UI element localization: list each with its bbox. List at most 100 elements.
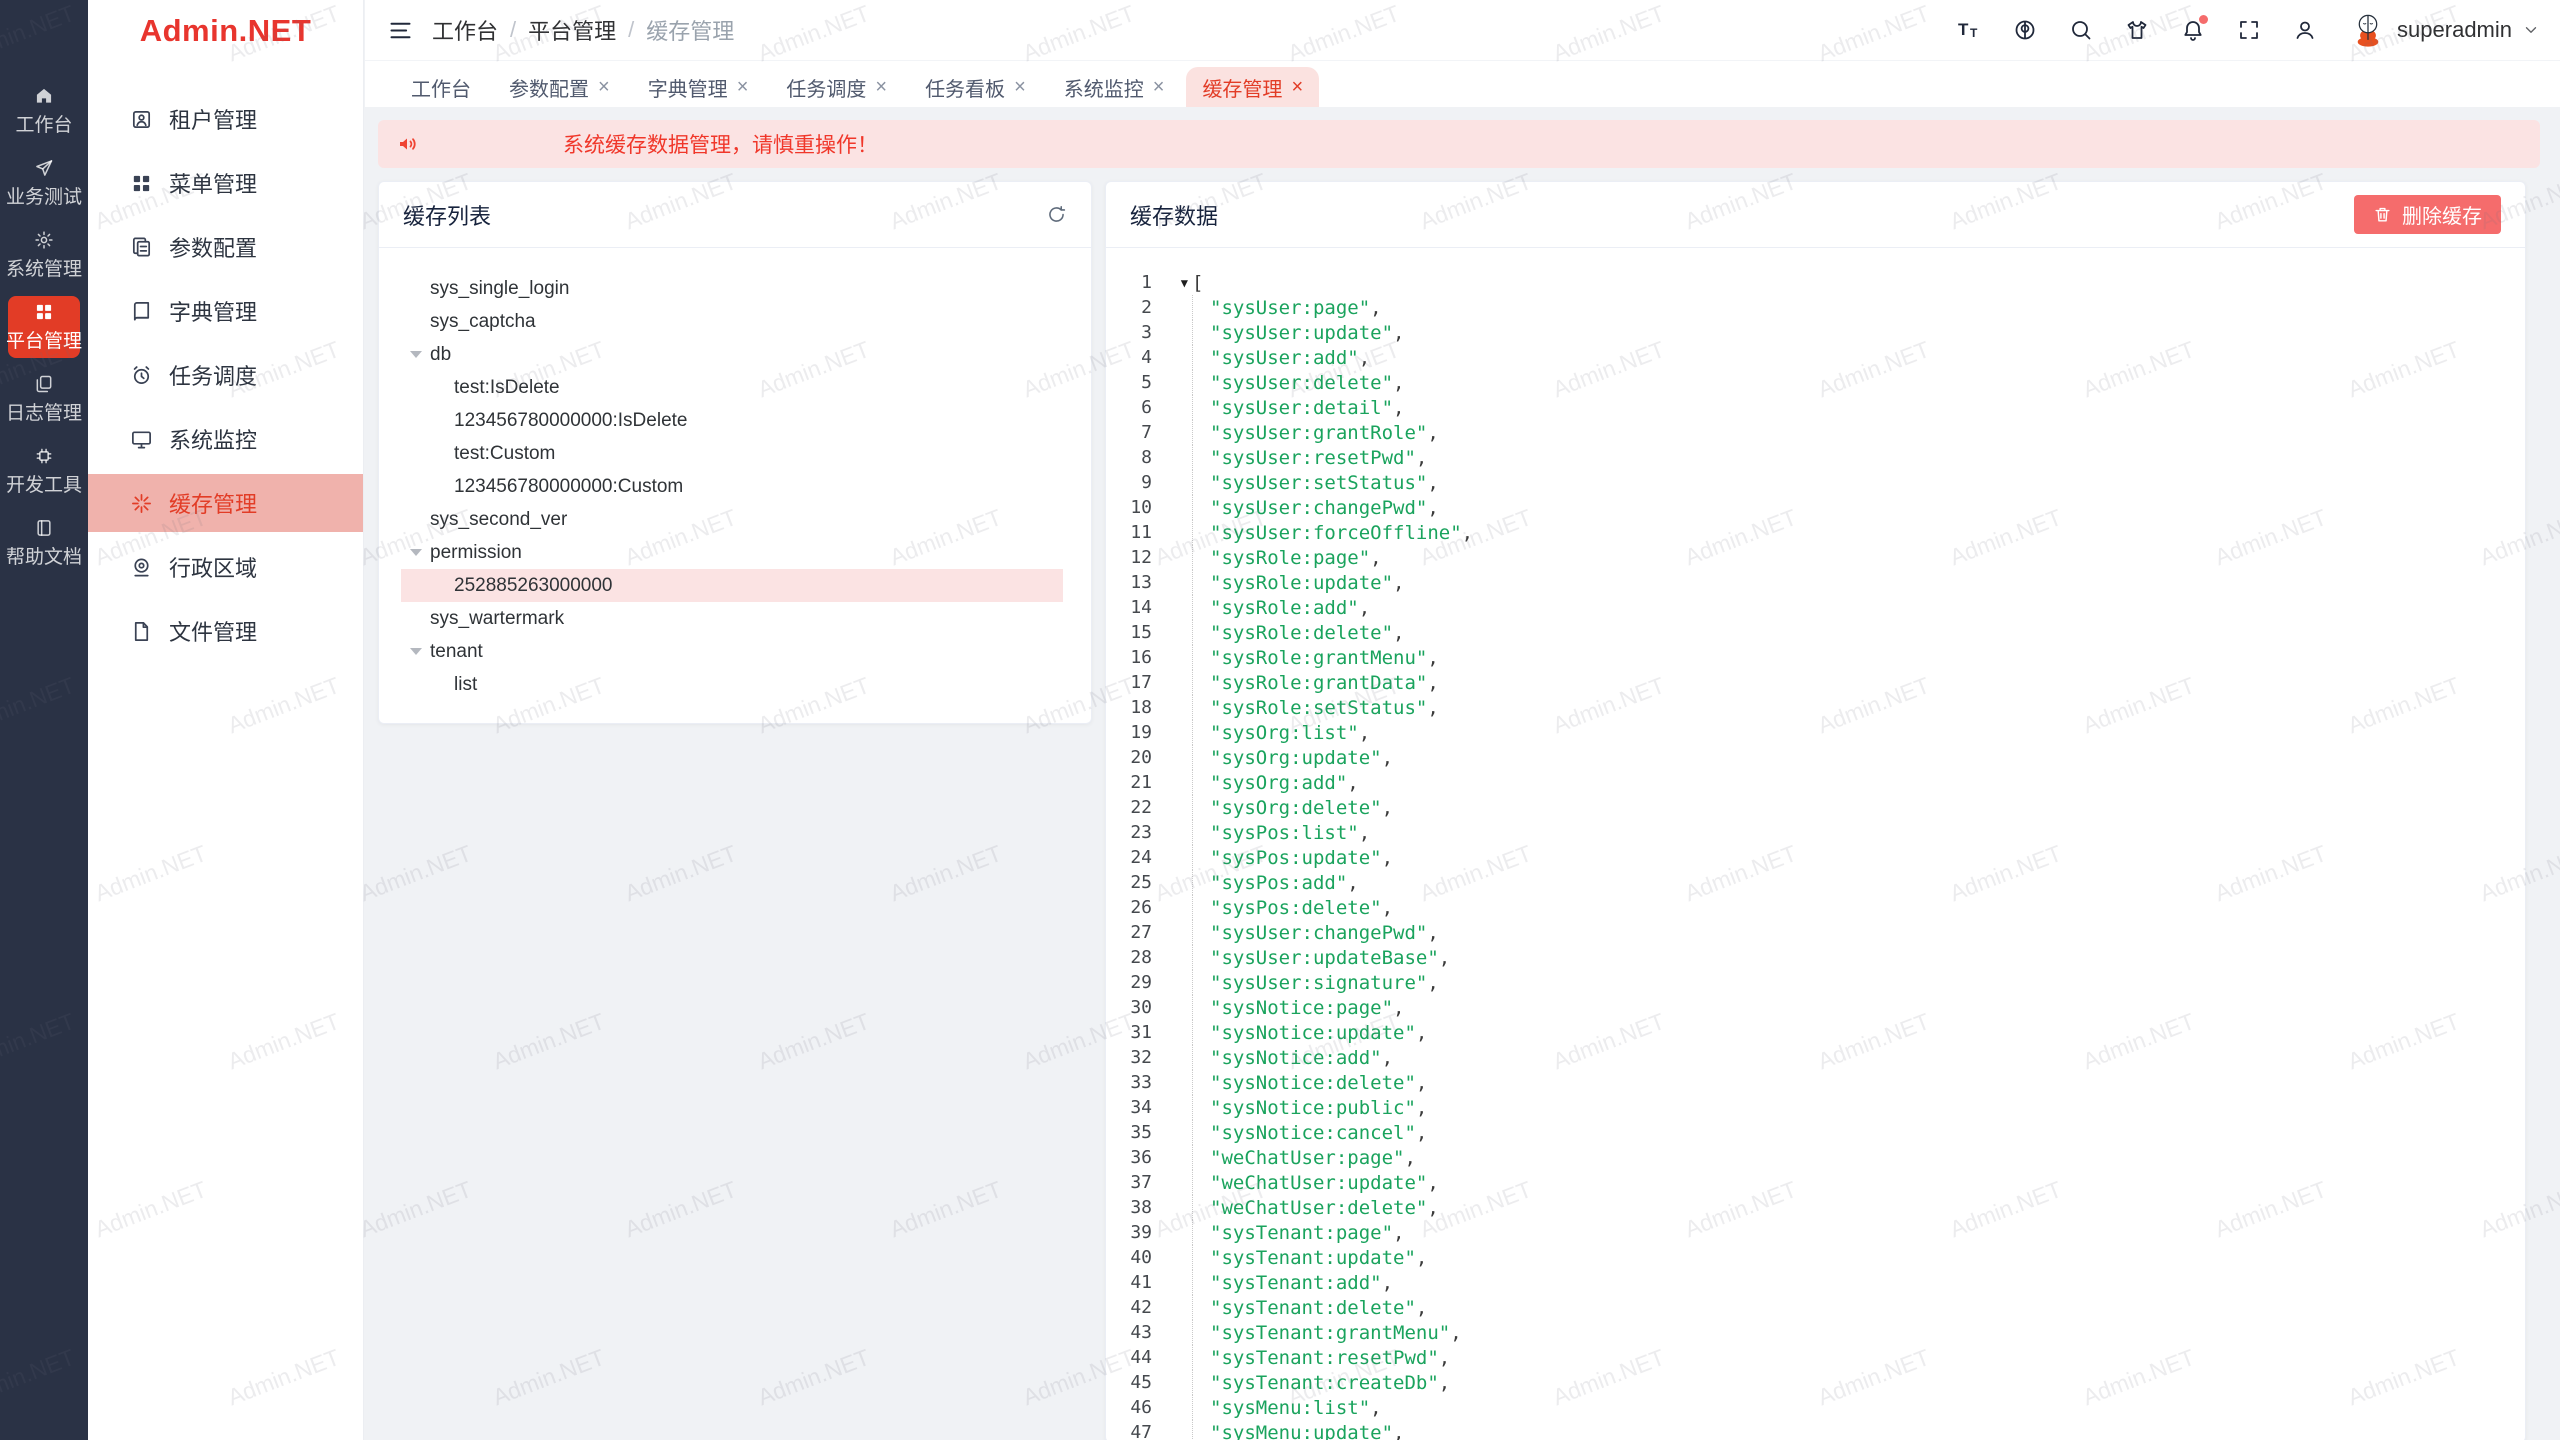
sidebar-item-cache-mgmt[interactable]: 缓存管理 bbox=[88, 474, 363, 532]
tab-cache-mgmt[interactable]: 缓存管理 × bbox=[1186, 67, 1320, 107]
theme-icon[interactable] bbox=[2125, 18, 2149, 42]
sidebar-item-label: 文件管理 bbox=[169, 620, 258, 645]
tree-expand-caret-icon[interactable] bbox=[401, 351, 430, 358]
tab-workbench[interactable]: 工作台 bbox=[395, 67, 487, 107]
line-number: 8 bbox=[1141, 447, 1152, 468]
module-sidebar: Admin.NET 租户管理 菜单管理 参数配置 字典管理 任务调度 系统监控 缓存管理 行政… bbox=[88, 0, 364, 1440]
sidebar-item-system-monitor[interactable]: 系统监控 bbox=[88, 410, 363, 468]
line-number: 26 bbox=[1130, 897, 1152, 918]
home-icon bbox=[34, 86, 54, 106]
close-icon[interactable]: × bbox=[598, 76, 610, 98]
tree-expand-caret-icon[interactable] bbox=[401, 648, 430, 655]
sidebar-item-admin-region[interactable]: 行政区域 bbox=[88, 538, 363, 596]
collapse-menu-icon[interactable] bbox=[387, 17, 414, 44]
chevron-down-icon bbox=[2522, 21, 2540, 39]
gear-icon bbox=[34, 230, 54, 250]
profile-icon[interactable] bbox=[2293, 18, 2317, 42]
tab-task-board[interactable]: 任务看板 × bbox=[909, 67, 1042, 107]
rail-item-workbench[interactable]: 工作台 bbox=[8, 80, 80, 142]
tab-param-config[interactable]: 参数配置 × bbox=[493, 67, 626, 107]
tab-system-monitor[interactable]: 系统监控 × bbox=[1048, 67, 1181, 107]
fullscreen-icon[interactable] bbox=[2237, 18, 2261, 42]
rail-item-log-mgmt[interactable]: 日志管理 bbox=[6, 368, 82, 430]
refresh-icon[interactable] bbox=[1046, 204, 1067, 225]
tree-node[interactable]: 123456780000000:Custom bbox=[401, 470, 1063, 503]
delete-cache-button[interactable]: 删除缓存 bbox=[2354, 195, 2501, 234]
tree-node[interactable]: sys_captcha bbox=[401, 305, 1063, 338]
user-menu[interactable]: superadmin bbox=[2349, 11, 2540, 49]
rail-item-platform-mgmt[interactable]: 平台管理 bbox=[6, 296, 82, 358]
tree-node[interactable]: test:Custom bbox=[401, 437, 1063, 470]
cache-list-title: 缓存列表 bbox=[403, 203, 492, 229]
sidebar-item-param-config[interactable]: 参数配置 bbox=[88, 218, 363, 276]
tree-node[interactable]: sys_second_ver bbox=[401, 503, 1063, 536]
sidebar-item-task-schedule[interactable]: 任务调度 bbox=[88, 346, 363, 404]
tree-node[interactable]: tenant bbox=[401, 635, 1063, 668]
sidebar-item-label: 任务调度 bbox=[169, 364, 258, 389]
user-name: superadmin bbox=[2397, 17, 2512, 42]
tree-node[interactable]: permission bbox=[401, 536, 1063, 569]
config-icon bbox=[130, 236, 153, 259]
close-icon[interactable]: × bbox=[736, 76, 749, 98]
code-line: 31 "sysNotice:update", bbox=[1106, 1020, 2525, 1045]
rail-item-system-mgmt[interactable]: 系统管理 bbox=[6, 224, 82, 286]
line-number: 46 bbox=[1130, 1397, 1152, 1418]
line-number: 33 bbox=[1130, 1072, 1152, 1093]
sidebar-item-label: 缓存管理 bbox=[169, 492, 258, 517]
line-number: 10 bbox=[1130, 497, 1152, 518]
close-icon[interactable]: × bbox=[1152, 76, 1165, 98]
tree-node[interactable]: 252885263000000 bbox=[401, 569, 1063, 602]
code-line: 15 "sysRole:delete", bbox=[1106, 620, 2525, 645]
line-number: 20 bbox=[1130, 747, 1152, 768]
sidebar-item-file-mgmt[interactable]: 文件管理 bbox=[88, 602, 363, 660]
notification-bell-icon[interactable] bbox=[2181, 15, 2209, 42]
code-line: 21 "sysOrg:add", bbox=[1106, 770, 2525, 795]
tree-node-label: 252885263000000 bbox=[454, 574, 613, 596]
close-icon[interactable]: × bbox=[1291, 76, 1304, 98]
rail-item-help-docs[interactable]: 帮助文档 bbox=[6, 512, 82, 574]
line-number: 47 bbox=[1130, 1422, 1152, 1440]
menu-grid-icon bbox=[130, 172, 153, 195]
sidebar-item-label: 系统监控 bbox=[169, 428, 258, 453]
tree-expand-caret-icon[interactable] bbox=[401, 549, 430, 556]
rail-item-business-test[interactable]: 业务测试 bbox=[6, 152, 82, 214]
delete-cache-button-label: 删除缓存 bbox=[2402, 206, 2482, 228]
line-number: 37 bbox=[1130, 1172, 1152, 1193]
breadcrumb-item[interactable]: 工作台 bbox=[432, 19, 499, 44]
tree-node[interactable]: test:IsDelete bbox=[401, 371, 1063, 404]
tree-node[interactable]: list bbox=[401, 668, 1063, 701]
line-number: 21 bbox=[1130, 772, 1152, 793]
tab-label: 参数配置 bbox=[509, 78, 589, 101]
line-number: 5 bbox=[1141, 372, 1152, 393]
code-line: 13 "sysRole:update", bbox=[1106, 570, 2525, 595]
code-line: 7 "sysUser:grantRole", bbox=[1106, 420, 2525, 445]
breadcrumb-item[interactable]: 平台管理 bbox=[528, 19, 617, 44]
rail-item-dev-tools[interactable]: 开发工具 bbox=[6, 440, 82, 502]
search-icon[interactable] bbox=[2069, 18, 2093, 42]
cache-list-panel: 缓存列表 sys_single_login sys_captcha db test:I… bbox=[378, 181, 1092, 724]
close-icon[interactable]: × bbox=[1014, 76, 1026, 98]
tree-node[interactable]: 123456780000000:IsDelete bbox=[401, 404, 1063, 437]
tree-node-label: tenant bbox=[430, 640, 483, 662]
sidebar-item-menu-mgmt[interactable]: 菜单管理 bbox=[88, 154, 363, 212]
code-line: 40 "sysTenant:update", bbox=[1106, 1245, 2525, 1270]
tree-node-label: sys_wartermark bbox=[430, 607, 565, 629]
json-code-editor[interactable]: 1 ▼[2 "sysUser:page", 3 "sysUser:update", 4 "s… bbox=[1106, 248, 2525, 1440]
tree-node[interactable]: sys_wartermark bbox=[401, 602, 1063, 635]
sidebar-item-tenant-mgmt[interactable]: 租户管理 bbox=[88, 90, 363, 148]
tree-node[interactable]: db bbox=[401, 338, 1063, 371]
tab-dict-mgmt[interactable]: 字典管理 × bbox=[632, 67, 765, 107]
tree-node-label: 123456780000000:Custom bbox=[454, 475, 684, 497]
tree-node[interactable]: sys_single_login bbox=[401, 272, 1063, 305]
tab-task-schedule[interactable]: 任务调度 × bbox=[770, 67, 903, 107]
avatar bbox=[2349, 11, 2388, 49]
close-icon[interactable]: × bbox=[875, 76, 888, 98]
grid-icon bbox=[34, 302, 54, 322]
sidebar-item-dict-mgmt[interactable]: 字典管理 bbox=[88, 282, 363, 340]
code-line: 38 "weChatUser:delete", bbox=[1106, 1195, 2525, 1220]
line-number: 31 bbox=[1130, 1022, 1152, 1043]
language-icon[interactable] bbox=[2013, 18, 2037, 42]
line-number: 19 bbox=[1130, 722, 1152, 743]
